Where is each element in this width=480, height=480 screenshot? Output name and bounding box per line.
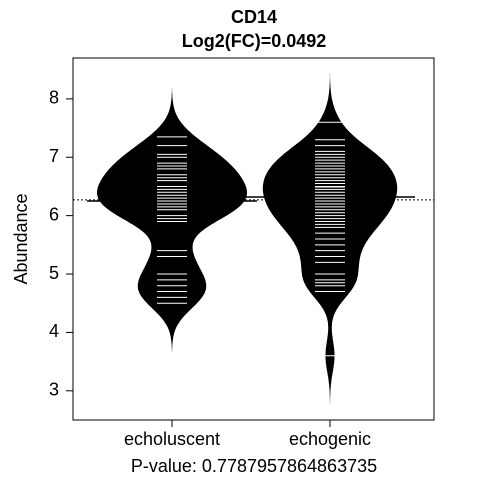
plot-frame [72,57,435,421]
bean [97,87,247,353]
x-tick-label: echogenic [289,429,371,449]
y-tick-label: 4 [49,321,59,341]
chart-subtitle: Log2(FC)=0.0492 [182,31,327,51]
plot-area [73,73,434,405]
y-tick-label: 6 [49,204,59,224]
y-tick-label: 3 [49,380,59,400]
y-tick-label: 5 [49,263,59,283]
x-axis-label: P-value: 0.7787957864863735 [131,456,377,476]
chart-title: CD14 [231,7,277,27]
x-tick-label: echoluscent [124,429,220,449]
y-tick-label: 8 [49,88,59,108]
y-tick-label: 7 [49,146,59,166]
y-axis-label: Abundance [11,193,31,284]
